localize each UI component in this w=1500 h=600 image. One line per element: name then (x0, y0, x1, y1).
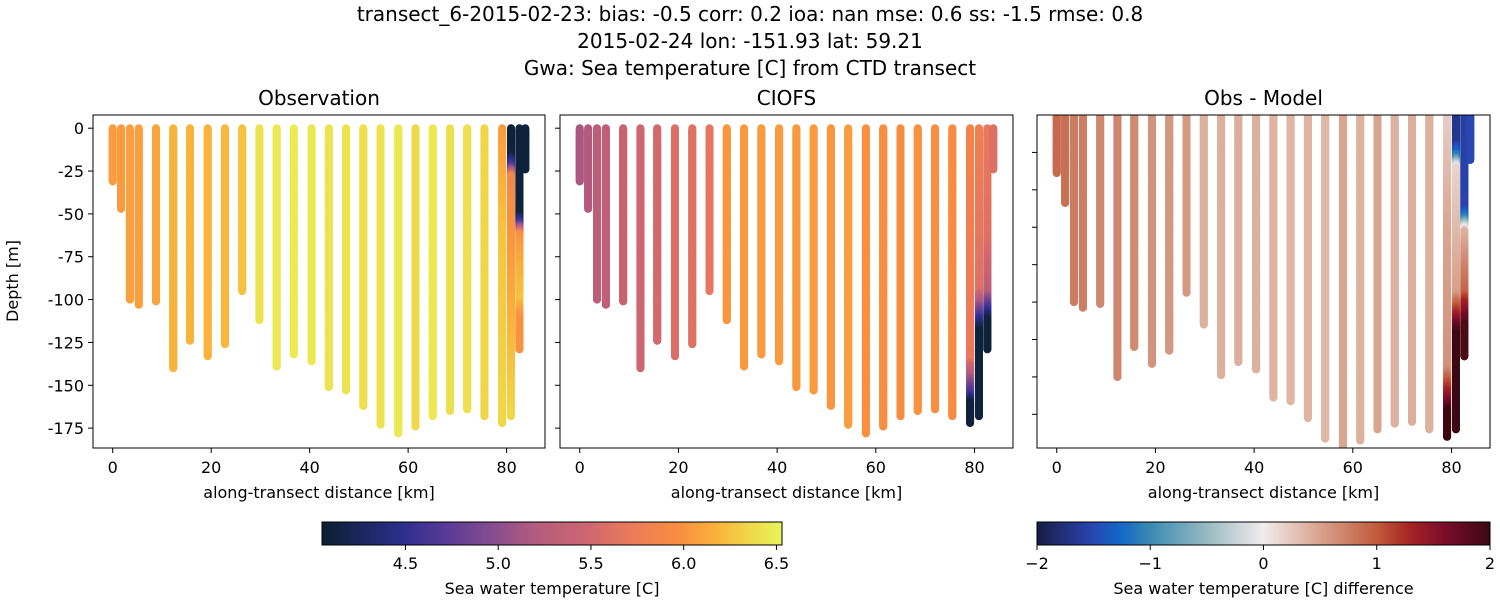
y-tick-label: -150 (48, 376, 84, 395)
suptitle-line-3: Gwa: Sea temperature [C] from CTD transe… (523, 56, 977, 80)
y-tick-label: -125 (48, 333, 84, 352)
x-tick-label: 20 (201, 458, 221, 477)
x-tick-label: 60 (398, 458, 418, 477)
x-tick-label: 80 (496, 458, 516, 477)
y-tick-label: -25 (58, 162, 84, 181)
y-tick-label: -175 (48, 419, 84, 438)
x-tick-label: 40 (299, 458, 319, 477)
panel-obs: 0 20 40 60 80 0 -25 -50 -75 -100 -125 -150 -175 along… (3, 114, 546, 502)
y-tick-label: -75 (58, 248, 84, 267)
panel-title-observation: Observation (258, 86, 380, 110)
panel-title-obs-minus-model: Obs - Model (1204, 86, 1323, 110)
station-profiles (108, 124, 530, 438)
station-profiles (575, 124, 998, 438)
x-tick-label: 0 (108, 458, 118, 477)
y-tick-label: -50 (58, 205, 84, 224)
y-tick-label: -100 (48, 291, 84, 310)
suptitle-line-1: transect_6-2015-02-23: bias: -0.5 corr: … (356, 2, 1144, 26)
suptitle-line-2: 2015-02-24 lon: -151.93 lat: 59.21 (577, 29, 923, 53)
x-axis-label: along-transect distance [km] (203, 483, 434, 502)
y-axis-label: Depth [m] (3, 240, 22, 322)
axes-frame (92, 114, 546, 449)
y-tick-label: 0 (74, 119, 84, 138)
panel-title-ciofs: CIOFS (756, 86, 817, 110)
